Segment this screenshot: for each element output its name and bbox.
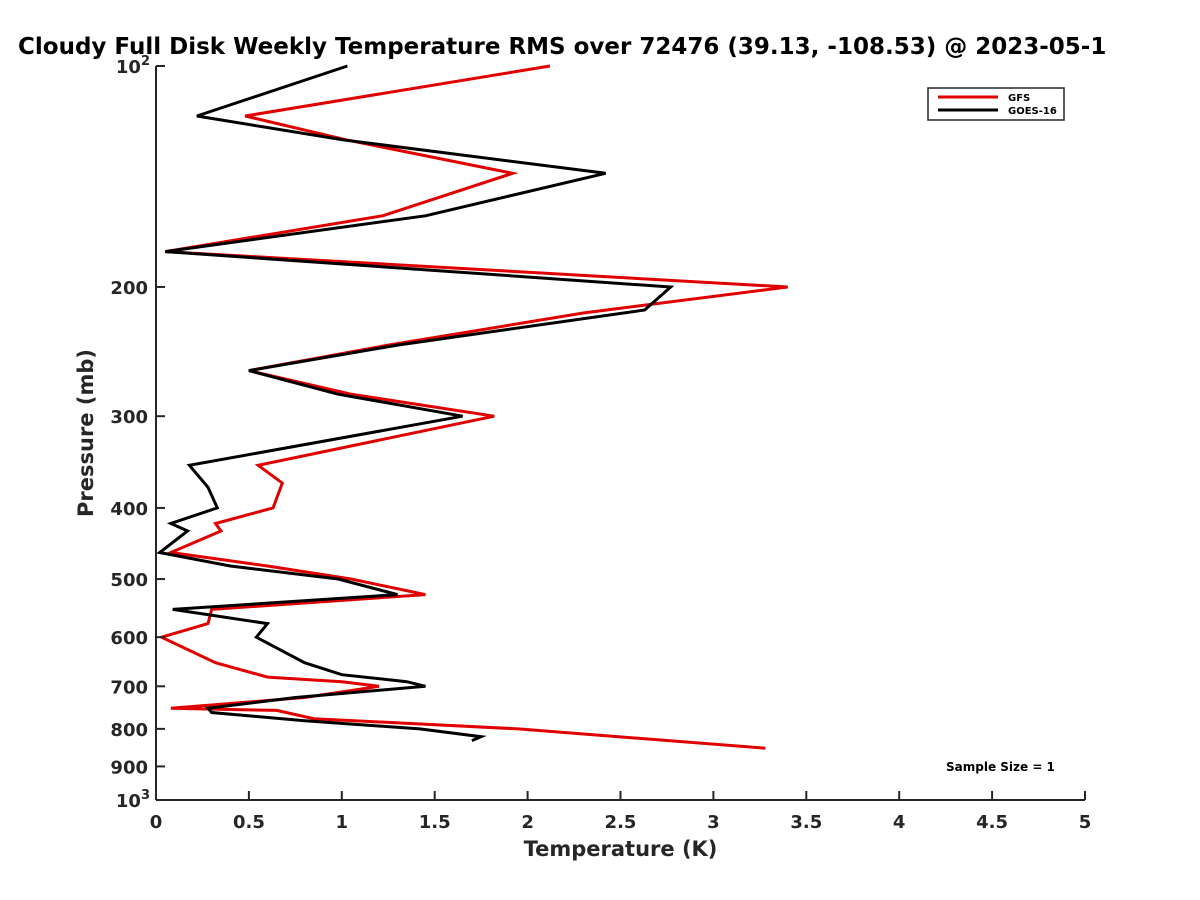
y-tick-label: 500 xyxy=(110,570,148,591)
x-tick-label: 4 xyxy=(893,812,906,833)
x-tick-label: 2.5 xyxy=(605,812,637,833)
x-axis-ticks: 0 0.5 1 1.5 2 2.5 3 3.5 4 4.5 5 xyxy=(150,791,1092,833)
legend: GFS GOES-16 xyxy=(927,87,1065,121)
y-tick-label: 103 xyxy=(116,788,150,812)
y-tick-label: 102 xyxy=(116,54,150,78)
legend-box xyxy=(927,87,1065,121)
x-tick-label: 4.5 xyxy=(976,812,1008,833)
y-axis-ticks: 102 200 300 400 500 600 700 800 900 103 xyxy=(110,54,165,812)
x-tick-label: 1.5 xyxy=(419,812,451,833)
y-tick-label: 700 xyxy=(110,677,148,698)
legend-label: GOES-16 xyxy=(1008,106,1057,117)
legend-label: GFS xyxy=(1008,93,1030,104)
x-tick-label: 2 xyxy=(521,812,534,833)
plot-area xyxy=(156,64,788,750)
x-tick-label: 5 xyxy=(1079,812,1092,833)
x-tick-label: 0.5 xyxy=(233,812,265,833)
y-tick-label: 900 xyxy=(110,757,148,778)
y-axis-label: Pressure (mb) xyxy=(74,349,98,517)
x-tick-label: 3.5 xyxy=(790,812,822,833)
axes xyxy=(155,66,1085,801)
y-tick-label: 400 xyxy=(110,499,148,520)
y-tick-label: 600 xyxy=(110,628,148,649)
x-tick-label: 1 xyxy=(336,812,349,833)
y-tick-label: 200 xyxy=(110,278,148,299)
series-line-gfs xyxy=(157,64,788,750)
x-tick-label: 3 xyxy=(707,812,720,833)
series-line-goes-16 xyxy=(156,64,675,742)
y-tick-label: 800 xyxy=(110,720,148,741)
x-tick-label: 0 xyxy=(150,812,163,833)
y-tick-label: 300 xyxy=(110,407,148,428)
chart-title: Cloudy Full Disk Weekly Temperature RMS … xyxy=(18,34,1106,60)
x-axis-label: Temperature (K) xyxy=(524,837,718,861)
sample-size-annotation: Sample Size = 1 xyxy=(946,760,1055,774)
